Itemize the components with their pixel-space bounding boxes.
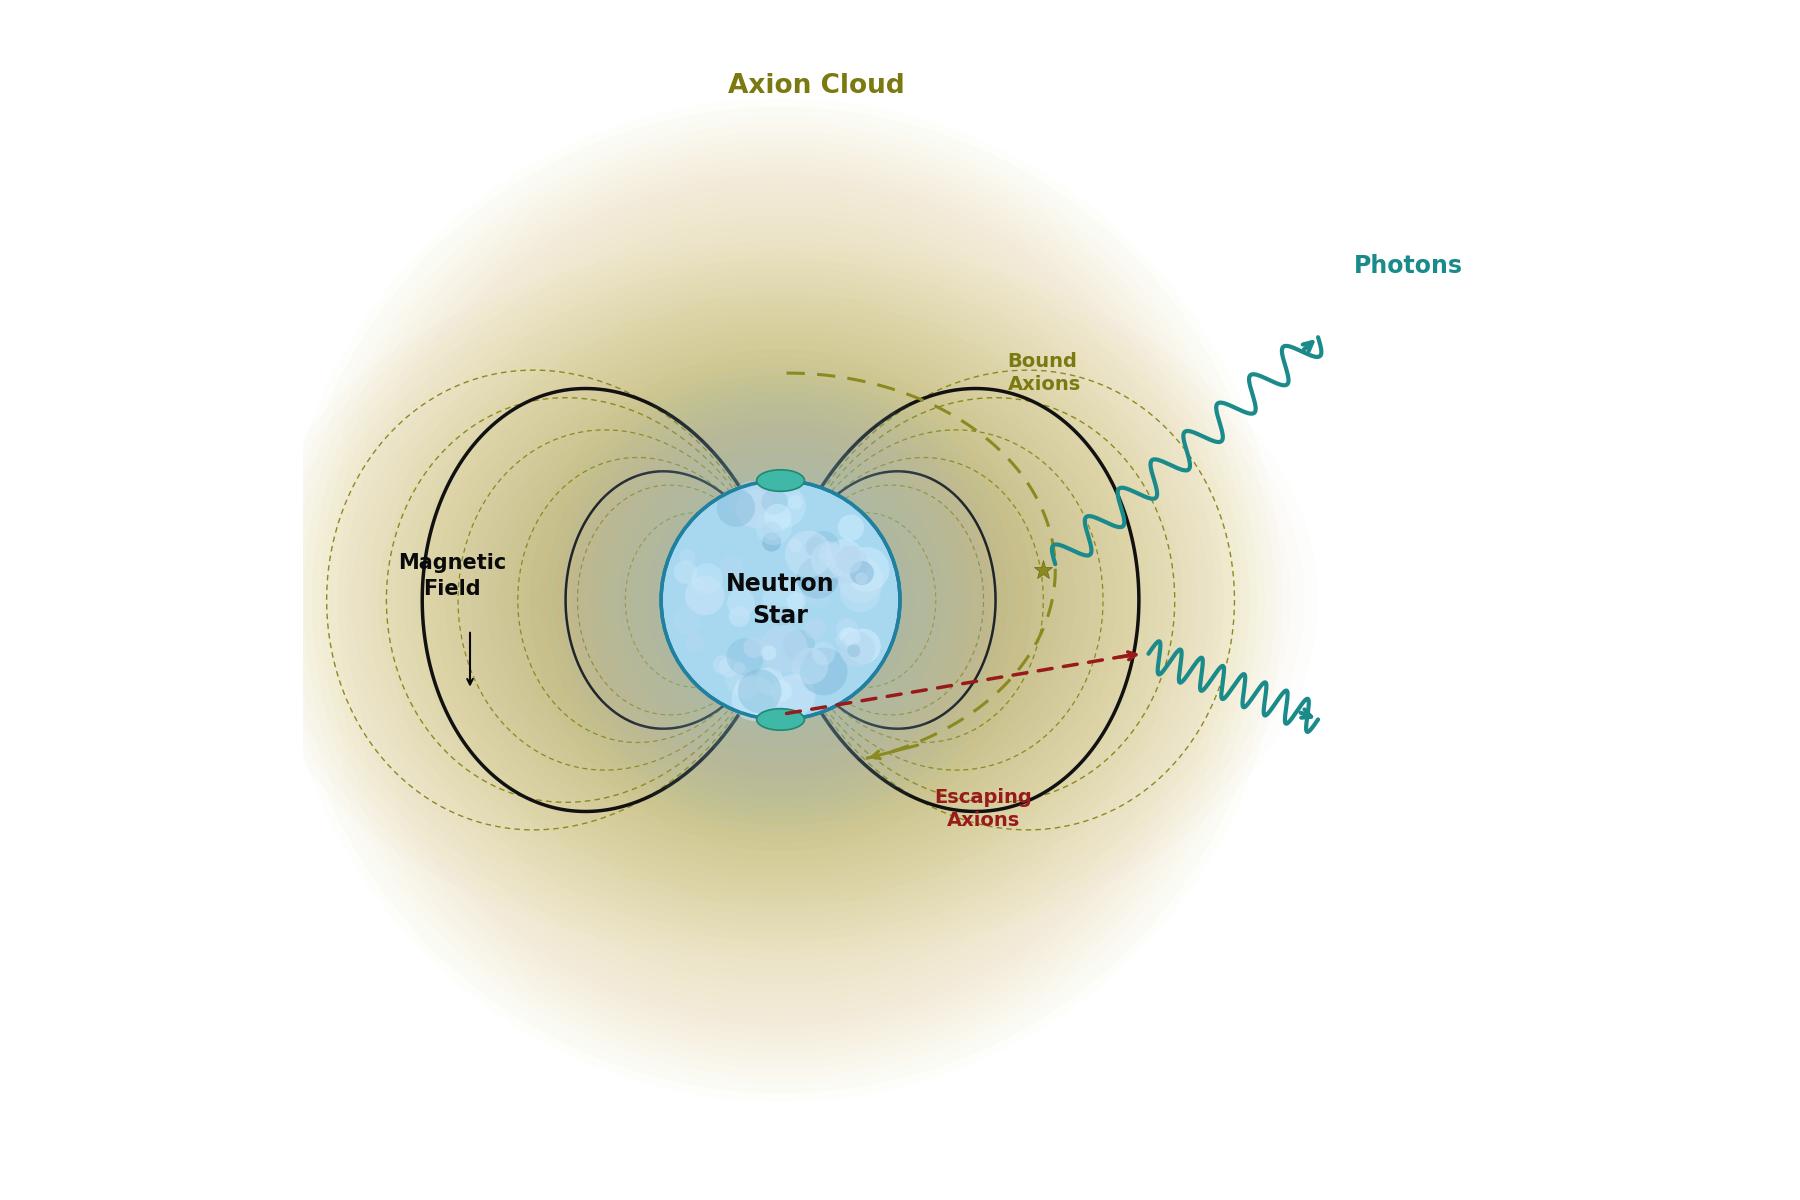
Circle shape (729, 606, 751, 626)
Circle shape (632, 452, 929, 748)
Circle shape (733, 661, 745, 674)
Circle shape (763, 485, 806, 528)
Circle shape (760, 625, 808, 672)
Circle shape (761, 488, 788, 515)
Circle shape (788, 539, 803, 552)
Circle shape (812, 642, 835, 665)
Circle shape (725, 666, 752, 695)
Circle shape (731, 676, 778, 721)
Circle shape (661, 480, 900, 720)
Circle shape (589, 409, 972, 791)
Circle shape (835, 632, 851, 647)
Ellipse shape (756, 470, 805, 491)
Circle shape (691, 577, 706, 590)
Circle shape (787, 592, 806, 611)
Circle shape (848, 644, 860, 658)
Circle shape (770, 680, 792, 702)
Circle shape (772, 607, 792, 626)
Text: Axion Cloud: Axion Cloud (727, 73, 905, 100)
Circle shape (846, 629, 880, 664)
Circle shape (797, 557, 839, 599)
Circle shape (736, 490, 774, 528)
Circle shape (855, 572, 868, 584)
Circle shape (673, 560, 697, 584)
Circle shape (788, 496, 803, 510)
Circle shape (839, 631, 875, 667)
Circle shape (686, 634, 704, 652)
Circle shape (792, 648, 828, 684)
Circle shape (603, 424, 958, 776)
Circle shape (841, 571, 880, 612)
Circle shape (779, 613, 792, 628)
Circle shape (727, 638, 763, 676)
Circle shape (743, 637, 763, 658)
Circle shape (576, 395, 986, 805)
Circle shape (805, 536, 826, 557)
Circle shape (808, 532, 841, 563)
Circle shape (763, 521, 781, 540)
Circle shape (679, 550, 695, 565)
Circle shape (805, 618, 826, 640)
Circle shape (738, 670, 781, 713)
Circle shape (761, 533, 781, 552)
Circle shape (844, 547, 889, 592)
Circle shape (839, 558, 884, 602)
Circle shape (673, 607, 702, 635)
Circle shape (837, 618, 859, 640)
Circle shape (720, 556, 743, 578)
Text: Escaping
Axions: Escaping Axions (934, 787, 1033, 830)
Text: Magnetic
Field: Magnetic Field (398, 553, 506, 599)
Circle shape (835, 547, 862, 574)
Circle shape (547, 366, 1015, 834)
Circle shape (734, 677, 758, 700)
Circle shape (691, 563, 724, 594)
Circle shape (826, 539, 864, 577)
Circle shape (799, 648, 848, 695)
Circle shape (562, 380, 1001, 820)
Circle shape (756, 667, 783, 696)
Circle shape (765, 504, 792, 532)
Ellipse shape (756, 709, 805, 730)
Circle shape (842, 628, 860, 646)
Circle shape (713, 655, 731, 674)
Circle shape (850, 560, 875, 586)
Circle shape (718, 658, 738, 677)
Circle shape (810, 541, 848, 578)
Circle shape (756, 509, 792, 545)
Circle shape (774, 674, 815, 716)
Circle shape (783, 630, 815, 661)
Text: Neutron
Star: Neutron Star (725, 572, 835, 628)
Circle shape (830, 545, 868, 583)
Circle shape (716, 488, 754, 527)
Text: Bound
Axions: Bound Axions (1008, 352, 1080, 395)
Circle shape (686, 576, 725, 616)
Circle shape (819, 544, 842, 566)
Text: Photons: Photons (1354, 253, 1463, 277)
Circle shape (727, 589, 754, 617)
Circle shape (839, 628, 859, 646)
Circle shape (763, 580, 803, 620)
Circle shape (617, 438, 943, 762)
Circle shape (837, 515, 864, 541)
Circle shape (785, 530, 832, 577)
Circle shape (646, 467, 914, 733)
Circle shape (803, 580, 832, 607)
Circle shape (729, 481, 776, 528)
Circle shape (761, 646, 776, 660)
